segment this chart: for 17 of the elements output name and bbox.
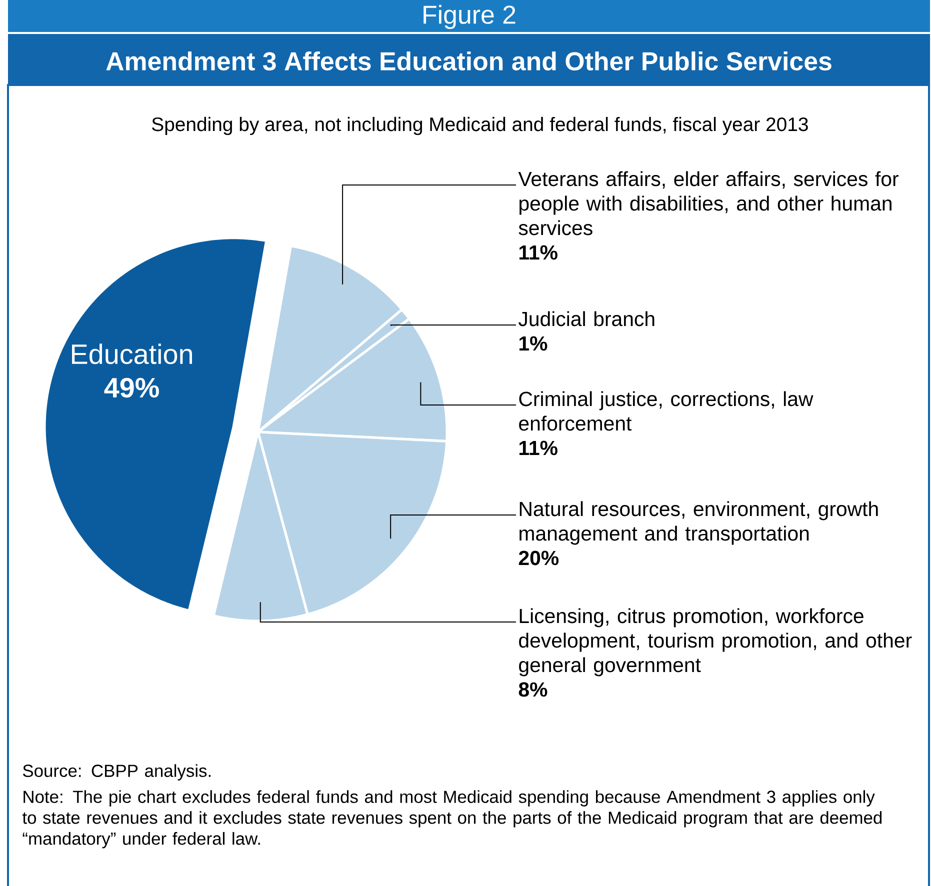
data-label: 8% (518, 682, 548, 697)
slice-label: Veterans affairs, elder affairs, services for people with disabilities, and other human services (518, 171, 898, 236)
data-label: 20% (518, 550, 559, 566)
data-label: 49% (104, 378, 159, 398)
chart-title: Amendment 3 Affects Education and Other Public Services (106, 51, 832, 71)
slice-label: Licensing, citrus promotion, workforce development, tourism promotion, and other general government (519, 608, 912, 676)
slice-label: Natural resources, environment, growth management and transportation (520, 501, 878, 545)
caption: Figure 2 (424, 4, 516, 30)
data-label: 1% (519, 336, 548, 351)
source-note: Source: CBPP analysis. (22, 764, 210, 780)
chart-subtitle: Spending by area, not including Medicaid and federal funds, fiscal year 2013 (152, 116, 808, 136)
slice-label: Judicial branch (518, 311, 654, 326)
text: Note: The pie chart excludes federal funds and most Medicaid spending because Amendment 3 applies only to state revenues and it excludes state revenues spent on the parts of the Medicaid program that are deemed “mandatory” under federal law. (22, 790, 882, 848)
slice-label: Education (72, 344, 192, 364)
data-label: 11% (519, 440, 558, 456)
slice-label: Criminal justice, corrections, law enforcement (519, 391, 814, 431)
data-label: 11% (519, 245, 558, 260)
